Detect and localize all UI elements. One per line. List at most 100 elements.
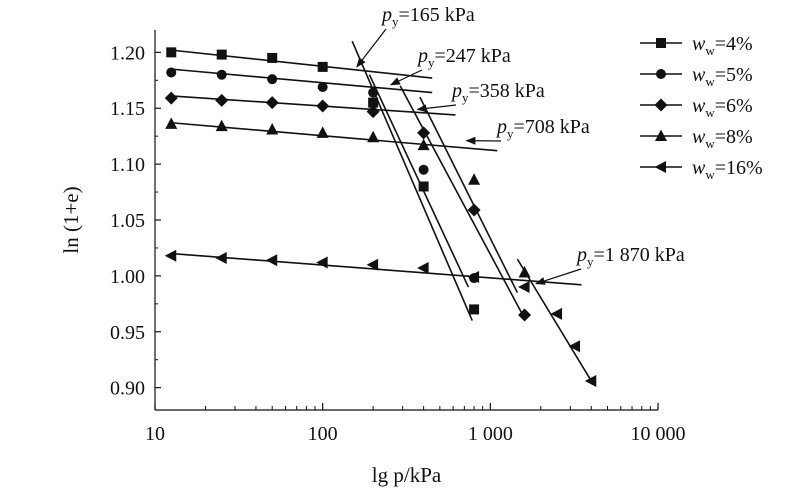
annotation-py-165: py=165 kPa <box>356 4 475 68</box>
data-point <box>216 49 227 60</box>
data-point <box>568 340 581 353</box>
data-point <box>316 256 328 269</box>
legend: ww=4% ww=5% ww=6% ww=8% ww=16% <box>640 33 763 182</box>
data-point <box>417 138 430 151</box>
legend-marker <box>655 129 667 141</box>
data-point <box>550 307 563 320</box>
data-point <box>166 47 177 58</box>
annotation-subscript: y <box>428 55 435 70</box>
annotation-arrow <box>416 104 457 113</box>
y-tick-label: 1.15 <box>110 98 145 120</box>
annotation-subscript: y <box>587 254 594 269</box>
data-point <box>518 281 530 294</box>
data-point <box>164 91 178 105</box>
data-point <box>418 181 429 192</box>
fit-lines <box>171 40 592 382</box>
fit-line <box>171 95 456 116</box>
data-point <box>368 87 379 98</box>
data-point <box>215 252 227 264</box>
data-point <box>265 96 279 110</box>
fit-line <box>171 49 433 79</box>
data-point <box>366 105 380 119</box>
y-axis-label: ln (1+e) <box>59 186 83 253</box>
annotation-symbol: p <box>450 80 462 102</box>
annotation-label: py=165 kPa <box>380 4 475 29</box>
y-tick-label: 0.90 <box>110 378 145 400</box>
data-point <box>317 82 328 92</box>
data-point <box>367 130 380 143</box>
legend-item: ww=6% <box>640 95 753 120</box>
data-point <box>267 52 278 63</box>
x-tick-label: 10 000 <box>631 423 686 445</box>
annotation-subscript: y <box>462 90 469 105</box>
data-point <box>164 249 177 262</box>
fit-line <box>368 74 470 288</box>
data-point <box>215 119 228 132</box>
annotation-symbol: p <box>380 4 392 26</box>
data-point <box>267 74 278 85</box>
data-point <box>215 93 229 107</box>
data-point <box>216 69 227 80</box>
y-tick-label: 1.10 <box>110 154 145 176</box>
legend-label: ww=8% <box>692 126 753 151</box>
data-point <box>418 164 429 175</box>
x-tick-label: 10 <box>145 423 165 445</box>
y-tick-label: 1.05 <box>110 210 145 232</box>
annotation-subscript: y <box>507 126 514 141</box>
legend-marker <box>656 38 666 48</box>
data-point <box>584 374 597 387</box>
annotation-symbol: p <box>495 116 507 138</box>
legend-item: ww=4% <box>640 33 753 58</box>
data-point <box>165 117 178 129</box>
data-point <box>417 262 429 275</box>
legend-label: ww=4% <box>692 33 753 58</box>
x-axis-label: lg p/kPa <box>372 463 442 487</box>
annotation-arrow <box>389 69 423 86</box>
annotation-label: py=358 kPa <box>450 80 545 105</box>
legend-marker <box>656 69 666 79</box>
axes: 0.90 0.95 1.00 1.05 1.10 1.15 1.20 10 100 1 000 10… <box>59 30 686 487</box>
data-point <box>366 258 379 271</box>
legend-label: ww=6% <box>692 95 753 120</box>
annotation-py-708: py=708 kPa <box>465 116 590 145</box>
data-point <box>518 308 532 322</box>
annotation-value: =358 kPa <box>469 80 545 102</box>
data-point <box>316 99 330 113</box>
fit-line <box>419 96 519 294</box>
fit-line <box>516 258 592 382</box>
annotation-arrow <box>534 268 582 285</box>
data-points <box>164 47 597 387</box>
annotation-subscript: y <box>392 14 399 29</box>
data-point <box>467 271 480 283</box>
data-point <box>417 126 431 140</box>
data-point <box>468 173 481 185</box>
legend-label: ww=16% <box>692 157 763 182</box>
legend-item: ww=8% <box>640 126 753 151</box>
data-point <box>317 61 328 72</box>
fit-line <box>171 68 433 94</box>
legend-label: ww=5% <box>692 64 753 89</box>
legend-item: ww=16% <box>640 157 763 182</box>
data-point <box>266 122 279 135</box>
annotation-py-247: py=247 kPa <box>389 45 511 86</box>
data-point <box>518 266 531 278</box>
annotation-value: =247 kPa <box>435 45 511 67</box>
legend-marker <box>654 98 668 112</box>
data-point <box>469 304 480 315</box>
y-tick-label: 0.95 <box>110 322 145 344</box>
x-tick-label: 1 000 <box>468 423 513 445</box>
data-point <box>316 126 329 138</box>
annotation-value: =708 kPa <box>514 116 590 138</box>
data-point <box>265 254 278 267</box>
x-tick-label: 100 <box>308 423 338 445</box>
legend-item: ww=5% <box>640 64 753 89</box>
legend-marker <box>654 161 666 173</box>
data-point <box>368 97 379 108</box>
annotation-value: =165 kPa <box>399 4 475 26</box>
annotation-label: py=708 kPa <box>495 116 590 141</box>
y-tick-label: 1.00 <box>110 266 145 288</box>
data-point <box>166 67 177 78</box>
y-tick-label: 1.20 <box>110 42 145 64</box>
